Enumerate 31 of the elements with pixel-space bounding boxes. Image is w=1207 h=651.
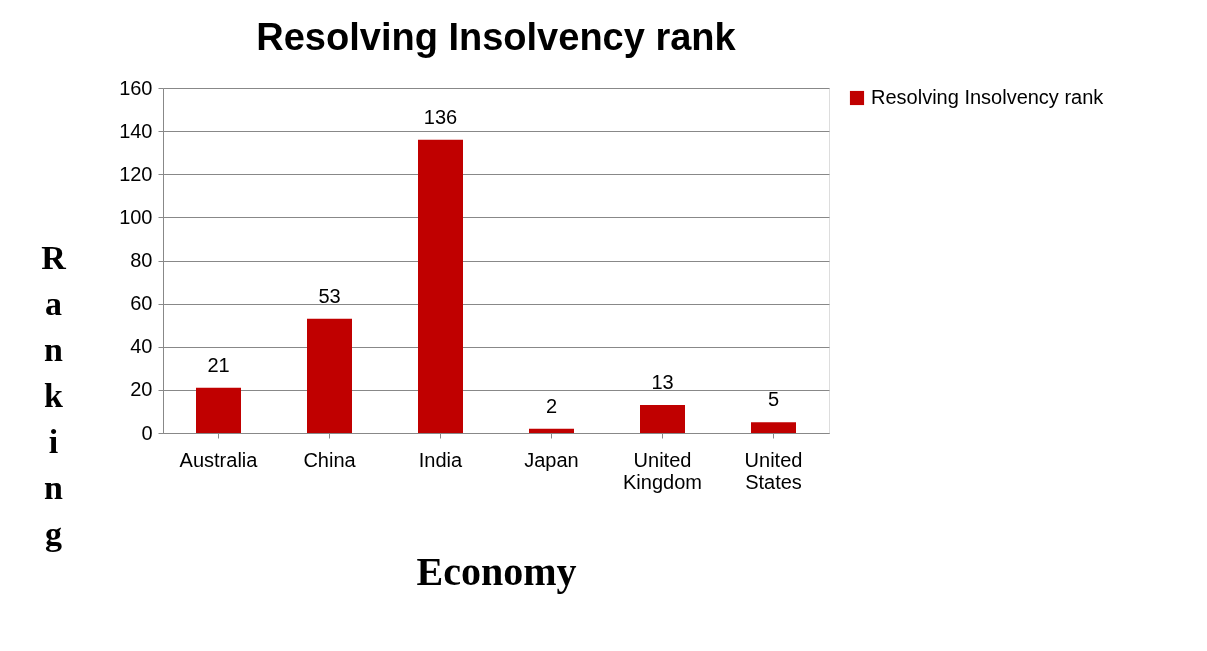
- x-axis-title: Economy: [416, 548, 577, 594]
- data-label: 136: [423, 105, 458, 128]
- y-tick-label: 60: [130, 292, 153, 315]
- data-label: 53: [318, 284, 341, 307]
- y-axis-title: Ranking: [41, 238, 67, 552]
- x-tick-label: United States: [744, 448, 803, 493]
- legend-label: Resolving Insolvency rank: [871, 86, 1105, 108]
- x-tick-label: United Kingdom: [623, 448, 702, 493]
- data-label: 2: [545, 394, 558, 417]
- data-label: 21: [207, 353, 230, 376]
- bar: [418, 139, 463, 433]
- y-tick-label: 160: [119, 76, 153, 99]
- y-tick-label: 0: [141, 421, 153, 444]
- y-tick-label: 80: [130, 249, 153, 271]
- x-tick-label: India: [418, 448, 464, 471]
- bar: [640, 404, 685, 433]
- x-tick-label: Japan: [524, 448, 579, 471]
- data-label: 5: [767, 388, 780, 411]
- bar: [751, 422, 796, 433]
- bar: [529, 428, 574, 433]
- chart-title: Resolving Insolvency rank: [256, 16, 737, 58]
- y-tick-label: 40: [130, 335, 153, 358]
- y-tick-label: 20: [130, 378, 153, 401]
- bar: [307, 318, 352, 433]
- bar: [196, 387, 241, 433]
- y-tick-label: 100: [119, 205, 153, 228]
- y-tick-label: 120: [119, 162, 153, 185]
- x-tick-label: Australia: [179, 448, 259, 471]
- x-tick-label: China: [303, 448, 357, 471]
- data-label: 13: [651, 370, 674, 393]
- y-tick-label: 140: [119, 119, 153, 142]
